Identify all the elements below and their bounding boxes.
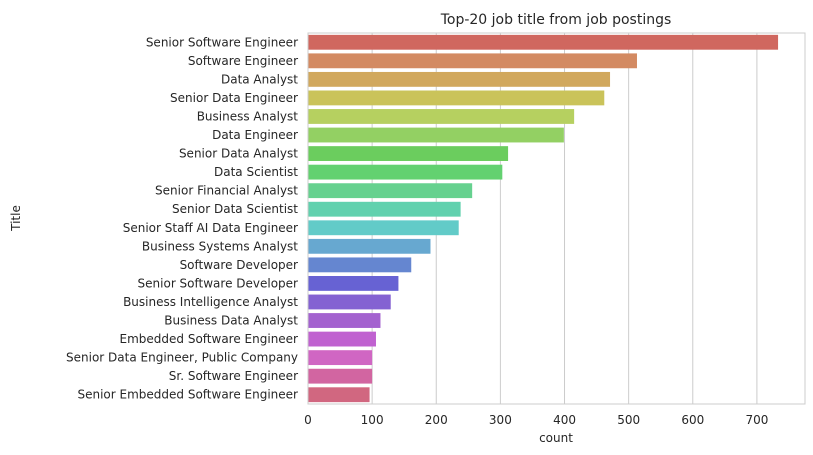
- chart-title: Top-20 job title from job postings: [440, 12, 672, 28]
- y-tick-label: Senior Data Analyst: [179, 147, 298, 161]
- y-tick-label: Data Analyst: [221, 72, 298, 86]
- bars: [308, 34, 779, 403]
- y-tick-label: Sr. Software Engineer: [169, 369, 298, 383]
- bar: [308, 53, 637, 69]
- bar: [308, 34, 779, 50]
- y-tick-label: Data Scientist: [214, 165, 298, 179]
- y-tick-label: Senior Data Engineer, Public Company: [66, 351, 298, 365]
- y-tick-labels: Senior Software Engineer Software Enginee…: [66, 35, 298, 401]
- bar: [308, 257, 412, 273]
- bar: [308, 164, 503, 180]
- bar: [308, 201, 461, 217]
- bar: [308, 71, 611, 87]
- x-tick-label: 300: [489, 413, 512, 427]
- y-tick-label: Embedded Software Engineer: [120, 332, 299, 346]
- y-tick-label: Senior Embedded Software Engineer: [77, 388, 298, 402]
- plot-frame: [307, 32, 806, 405]
- bar: [308, 183, 473, 199]
- y-tick-label: Senior Software Developer: [138, 276, 299, 290]
- y-tick-label: Senior Staff AI Data Engineer: [123, 221, 298, 235]
- x-tick-label: 600: [681, 413, 704, 427]
- bar: [308, 350, 373, 366]
- x-axis-title: count: [539, 431, 573, 445]
- x-tick-label: 0: [304, 413, 312, 427]
- bar: [308, 127, 564, 143]
- y-tick-label: Business Analyst: [197, 109, 299, 123]
- bar: [308, 294, 391, 310]
- y-tick-label: Software Developer: [180, 258, 298, 272]
- bar: [308, 109, 575, 124]
- y-tick-label: Senior Financial Analyst: [155, 184, 298, 198]
- y-tick-label: Business Intelligence Analyst: [123, 295, 298, 309]
- x-tick-label: 500: [617, 413, 640, 427]
- bar: [308, 313, 381, 328]
- y-tick-label: Senior Data Engineer: [170, 91, 298, 105]
- bar: [308, 276, 399, 291]
- bar: [308, 238, 431, 254]
- x-tick-label: 200: [425, 413, 448, 427]
- y-tick-label: Senior Data Scientist: [172, 202, 298, 216]
- bar: [308, 146, 509, 161]
- x-tick-label: 100: [361, 413, 384, 427]
- y-axis-title: Title: [9, 205, 23, 232]
- y-tick-label: Business Systems Analyst: [142, 239, 298, 253]
- x-gridlines: [307, 33, 758, 404]
- bar: [308, 387, 370, 403]
- x-tick-label: 700: [745, 413, 768, 427]
- x-tick-label: 400: [553, 413, 576, 427]
- y-tick-label: Software Engineer: [188, 54, 298, 68]
- y-tick-label: Senior Software Engineer: [146, 35, 298, 49]
- bar: [308, 368, 373, 384]
- y-tick-label: Data Engineer: [212, 128, 298, 142]
- bar: [308, 331, 376, 347]
- bar: [308, 90, 605, 106]
- y-tick-label: Business Data Analyst: [164, 314, 298, 328]
- x-tick-labels: 0 100 200 300 400 500 600 700: [304, 413, 768, 427]
- bar: [308, 220, 459, 236]
